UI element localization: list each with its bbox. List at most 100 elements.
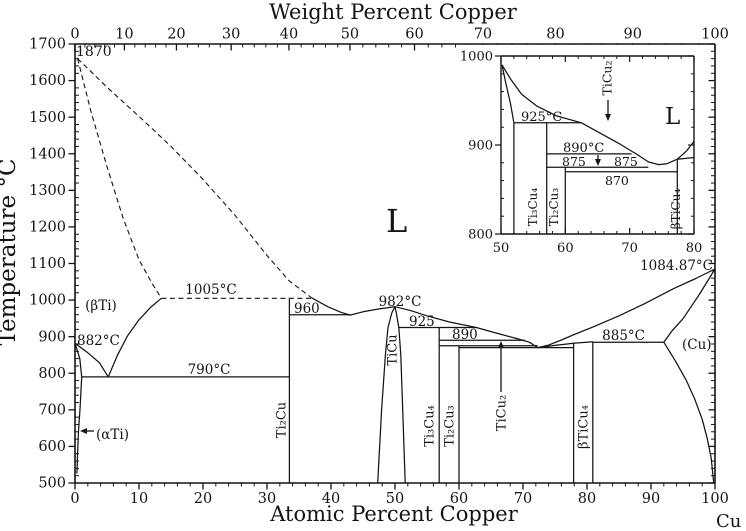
curve-liquidus (501, 64, 695, 166)
cu-corner-label: Cu (716, 511, 741, 531)
curve-beta-left-boundary (74, 342, 109, 378)
curve-TiCu-left-boundary (377, 306, 396, 484)
label-1870: 1870 (76, 44, 112, 60)
inset-ticks: 50 60 70 80 800 900 1000 (460, 50, 702, 257)
y-tick-label: 1300 (29, 183, 66, 199)
label-870: 870 (605, 173, 629, 188)
x-tick-label: 0 (70, 491, 79, 507)
curve-metastable-solidus (77, 58, 162, 299)
top-tick-label: 100 (701, 27, 729, 43)
curve-Cu-solvus (663, 341, 715, 484)
y-tick-label: 900 (38, 329, 66, 345)
curve-liquidus (311, 268, 716, 349)
x-tick-label: 50 (386, 491, 404, 507)
top-tick-label: 40 (280, 27, 298, 43)
curve-eutectic-ridge (677, 156, 695, 160)
arrow-head (595, 159, 601, 166)
label-TiCu₂: TiCu₂ (599, 61, 614, 96)
top-axis-title: Weight Percent Copper (269, 0, 518, 24)
label-Ti₂Cu₃: Ti₂Cu₃ (443, 405, 458, 447)
top-tick-label: 0 (70, 27, 79, 43)
label-Cu: (Cu) (682, 337, 712, 353)
TiCu2-small-arrow-inset (595, 155, 601, 166)
curve-TiCu-right-boundary (394, 306, 406, 484)
label-TiCu₄: βTiCu₄ (577, 405, 592, 449)
x-tick-label: 60 (450, 491, 468, 507)
label-Ti₂Cu₃: Ti₂Cu₃ (547, 188, 561, 227)
label-108487°C: 1084.87°C (640, 258, 713, 274)
inset-y-tick-label: 1000 (460, 50, 493, 65)
label-925°C: 925°C (521, 110, 562, 125)
top-tick-label: 80 (546, 27, 564, 43)
label-Ti: (βTi) (85, 298, 117, 314)
top-axis-ticks: 0 10 20 30 40 50 60 70 80 90 100 (70, 27, 729, 51)
y-tick-label: 1000 (29, 293, 66, 309)
bottom-axis-ticks: 0 10 20 30 40 50 60 70 80 90 100 (70, 483, 729, 507)
x-tick-label: 100 (701, 491, 729, 507)
label-790°C: 790°C (188, 362, 231, 378)
top-tick-label: 20 (167, 27, 185, 43)
rendered-chart-layer: 5006007008009001000110012001300140015001… (29, 27, 729, 508)
inset-x-tick-label: 60 (557, 241, 574, 256)
top-tick-label: 70 (474, 27, 492, 43)
top-tick-label: 60 (405, 27, 423, 43)
inset-plot (456, 45, 702, 257)
liquid-region-label: L (386, 202, 407, 240)
label-875: 875 (562, 154, 586, 169)
label-TiCu₂: TiCu₂ (495, 395, 510, 431)
main-plot (74, 58, 716, 484)
label-Ti₂Cu: Ti₂Cu (275, 402, 290, 438)
y-axis-title: Temperature °C (0, 158, 21, 345)
top-tick-label: 10 (115, 27, 133, 43)
x-tick-label: 90 (642, 491, 660, 507)
curve-Cu-solidus (663, 268, 716, 343)
curve-metastable-liquidus (77, 58, 313, 299)
label-TiCu: TiCu (386, 334, 401, 365)
alphaTi-pointer-arrow (80, 428, 94, 434)
y-tick-label: 1500 (29, 110, 66, 126)
arrow-head (498, 341, 504, 348)
x-tick-label: 80 (578, 491, 596, 507)
top-tick-label: 30 (222, 27, 240, 43)
inset-x-tick-label: 50 (493, 241, 510, 256)
label-1005°C: 1005°C (185, 282, 236, 298)
inset-x-tick-label: 70 (621, 241, 638, 256)
y-tick-label: 1700 (29, 37, 66, 53)
inset-y-tick-label: 800 (468, 228, 493, 243)
liquid-region-label-inset: L (665, 104, 680, 130)
y-tick-label: 1600 (29, 73, 66, 89)
label-890: 890 (452, 327, 478, 343)
label-885°C: 885°C (602, 328, 645, 344)
y-tick-label: 1400 (29, 146, 66, 162)
label-Ti₃Cu₄: Ti₃Cu₄ (423, 405, 438, 447)
y-tick-label: 1200 (29, 220, 66, 236)
bottom-axis-title: Atomic Percent Copper (269, 502, 518, 526)
label-Ti₃Cu₄: Ti₃Cu₄ (526, 188, 540, 227)
inset-background (456, 45, 702, 257)
x-tick-label: 20 (194, 491, 212, 507)
top-tick-label: 50 (341, 27, 359, 43)
label-875: 875 (614, 154, 638, 169)
x-tick-label: 70 (514, 491, 532, 507)
top-tick-label: 90 (624, 27, 642, 43)
label-925: 925 (409, 314, 435, 330)
TiCu2-pointer-arrow (498, 341, 504, 392)
y-tick-label: 600 (38, 439, 66, 455)
x-tick-label: 30 (258, 491, 276, 507)
TiCu2-pointer-arrow-inset (605, 100, 611, 121)
label-882°C: 882°C (77, 333, 120, 349)
label-Ti: (αTi) (96, 427, 129, 443)
label-TiCu₄: βTiCu₄ (669, 189, 683, 230)
y-tick-label: 700 (38, 402, 66, 418)
curve-eutectic-ridge (537, 341, 593, 349)
x-tick-label: 40 (322, 491, 340, 507)
inset-x-tick-label: 80 (686, 241, 703, 256)
curve-beta-right-boundary (107, 297, 162, 378)
label-890°C: 890°C (563, 141, 604, 156)
label-960: 960 (294, 301, 320, 317)
inset-y-tick-label: 900 (468, 139, 493, 154)
y-tick-label: 1100 (29, 256, 66, 272)
curve-solidus (501, 64, 515, 123)
